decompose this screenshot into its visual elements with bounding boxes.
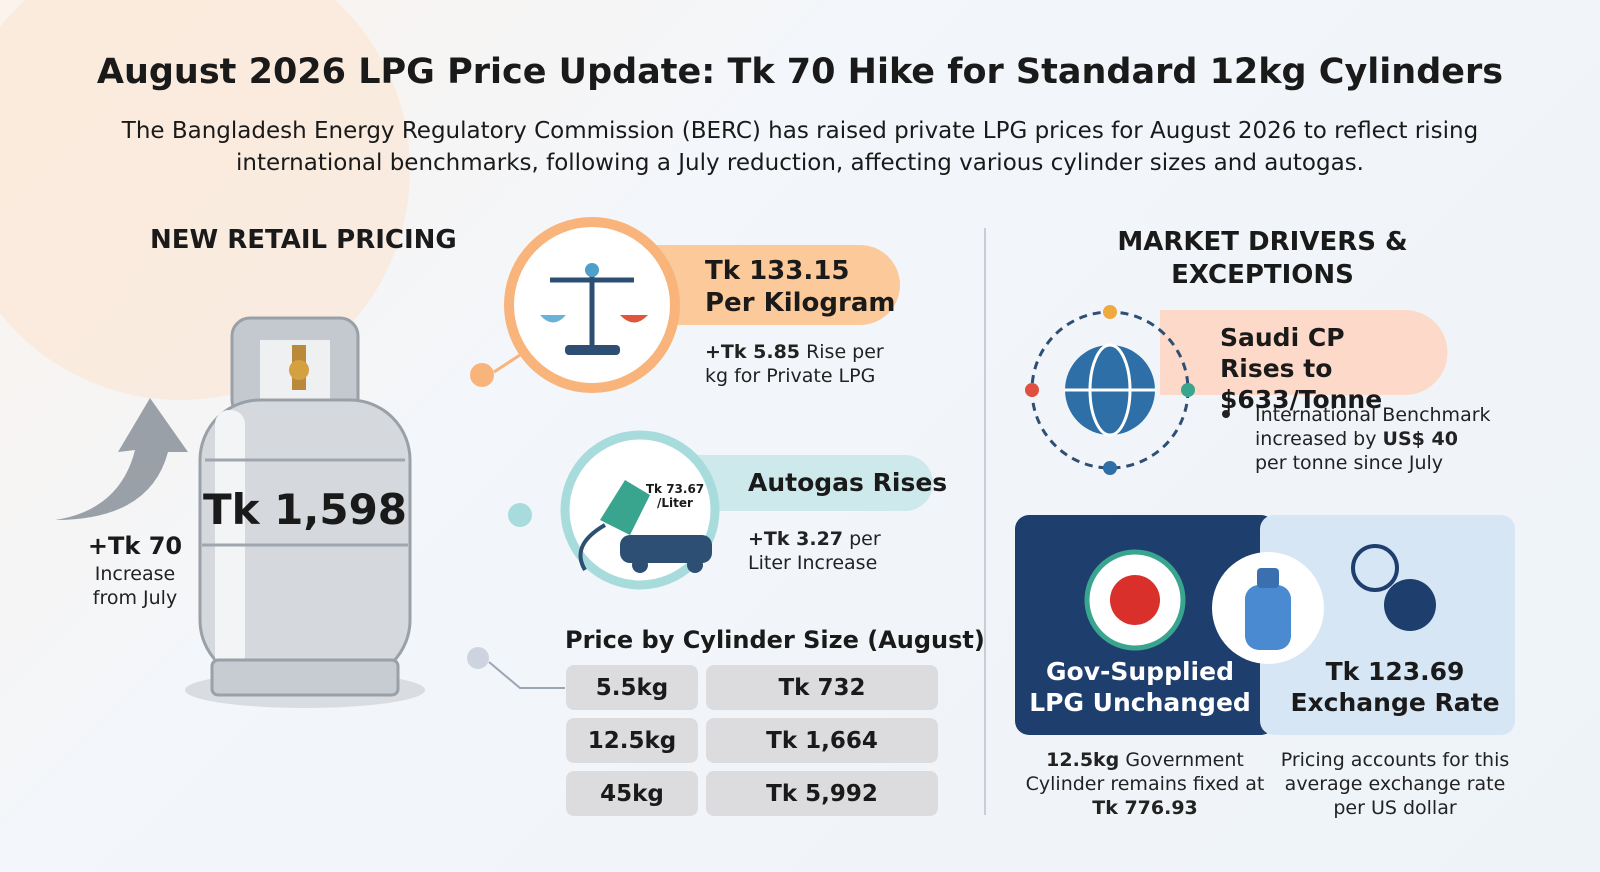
saudi-note-text: International Benchmark increased by [1255, 404, 1491, 450]
increase: +Tk 70 [87, 532, 183, 560]
autogas-note: +Tk 3.27 per Liter Increase [748, 527, 928, 575]
price-cell: Tk 732 [706, 665, 938, 710]
saudi-note: International Benchmark increased by US$… [1255, 403, 1495, 475]
icon-label: LPG [616, 302, 641, 315]
section-heading: MARKET DRIVERS & EXCEPTIONS [1117, 227, 1408, 290]
per-kg-price: Tk 133.15 [705, 256, 850, 286]
per-kg-note: +Tk 5.85 Rise per kg for Private LPG [705, 340, 905, 388]
per-kg-change: +Tk 5.85 [705, 341, 801, 363]
exchange-title: Tk 123.69 Exchange Rate [1290, 657, 1500, 717]
size-row: 5.5kg Tk 732 [566, 665, 938, 710]
saudi-note-text: per tonne since July [1255, 452, 1444, 474]
pump-label: Tk 73.67 /Liter [645, 482, 705, 510]
per-kg-change-note: Rise per kg for Private LPG [705, 341, 884, 387]
size-cell: 12.5kg [566, 718, 698, 763]
autogas-title: Autogas Rises [748, 468, 948, 497]
size-cell: 45kg [566, 771, 698, 816]
title: August 2026 LPG Price Update: Tk 70 Hike… [96, 52, 1504, 92]
saudi-title: Saudi CP Rises to $633/Tonne [1220, 323, 1383, 414]
size-row: 45kg Tk 5,992 [566, 771, 938, 816]
gov-note: 12.5kg Government Cylinder remains fixed… [1025, 748, 1265, 820]
gov-note-value: Tk 776.93 [1092, 797, 1198, 819]
size-table: 5.5kg Tk 732 12.5kg Tk 1,664 45kg Tk 5,992 [566, 665, 938, 824]
section-heading: NEW RETAIL PRICING [150, 225, 457, 255]
gov-note-size: 12.5kg [1046, 749, 1120, 771]
size-cell: 5.5kg [566, 665, 698, 710]
saudi-note-value: US$ 40 [1382, 428, 1458, 450]
cylinder-price: Tk 1,598 [202, 485, 408, 534]
increase-note: Increase from July [92, 563, 178, 609]
per-kg-unit: Per Kilogram [705, 288, 896, 318]
size-row: 12.5kg Tk 1,664 [566, 718, 938, 763]
table-title: Price by Cylinder Size (August) [565, 626, 985, 654]
autogas-change-note: per Liter Increase [748, 528, 881, 574]
price-cell: Tk 5,992 [706, 771, 938, 816]
subtitle: The Bangladesh Energy Regulatory Commiss… [121, 118, 1479, 176]
gov-title: Gov-Supplied LPG Unchanged [1029, 657, 1251, 717]
price-cell: Tk 1,664 [706, 718, 938, 763]
autogas-change: +Tk 3.27 [748, 528, 844, 550]
gov-note-text: Government Cylinder remains fixed at [1025, 749, 1265, 795]
exchange-note: Pricing accounts for this average exchan… [1280, 749, 1510, 819]
